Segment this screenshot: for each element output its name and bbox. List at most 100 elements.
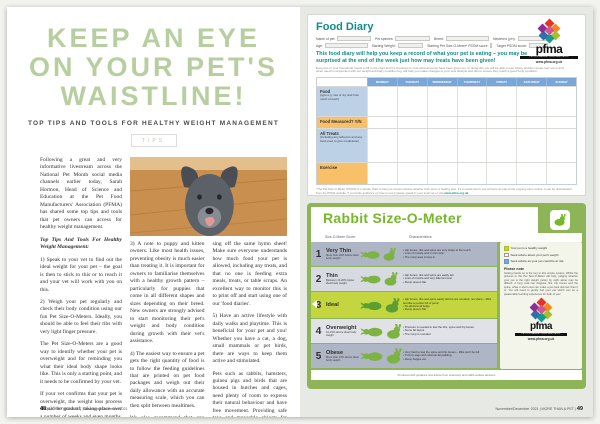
diary-cell[interactable] bbox=[396, 163, 427, 185]
breed-input[interactable] bbox=[446, 36, 489, 41]
page-number: 49 bbox=[576, 406, 583, 412]
diary-cell[interactable] bbox=[396, 87, 427, 117]
age-input[interactable] bbox=[324, 43, 368, 48]
paragraph: 2) Weigh your pet regularly and check th… bbox=[40, 298, 122, 335]
starting-weight-input[interactable] bbox=[397, 43, 424, 48]
diary-cell[interactable] bbox=[486, 163, 517, 185]
score-name: Obese bbox=[326, 349, 344, 356]
day-header: FRIDAY bbox=[486, 78, 516, 87]
magazine-spread: KEEP AN EYE ON YOUR PET'S WAISTLINE! TOP… bbox=[7, 7, 593, 417]
diary-cell[interactable] bbox=[486, 129, 517, 163]
diary-cell[interactable] bbox=[546, 163, 577, 185]
diary-cell[interactable] bbox=[456, 117, 487, 129]
diary-cell[interactable] bbox=[367, 163, 397, 185]
table-row-measured: Food Measured? Y/N bbox=[317, 116, 577, 129]
diary-cell[interactable] bbox=[546, 117, 577, 129]
left-page: KEEP AN EYE ON YOUR PET'S WAISTLINE! TOP… bbox=[7, 7, 300, 417]
legend-label: Seek advice about your pet's weight bbox=[510, 252, 559, 257]
pfma-wordmark: pfma bbox=[530, 321, 552, 332]
food-diary-intro-small: Everyone in your household needs to fill… bbox=[316, 65, 565, 74]
paragraph: The Pet Size-O-Meters are a good way to … bbox=[40, 341, 122, 385]
dog-photo bbox=[130, 157, 287, 236]
diary-cell[interactable] bbox=[426, 117, 457, 129]
pfma-url-link[interactable]: www.pfma.org.uk bbox=[444, 191, 469, 196]
tips-badge: TIPS bbox=[130, 134, 177, 148]
characteristic: Rump area is flat bbox=[403, 280, 495, 284]
pfma-logo: pfma PET FOOD MANUFACTURERS' ASSOCIATION… bbox=[520, 18, 578, 64]
diary-cell[interactable] bbox=[456, 87, 487, 117]
rabbit-sidebar: Your pet is a healthy weight Seek advice… bbox=[500, 242, 582, 369]
diary-cell[interactable] bbox=[486, 117, 517, 129]
diary-cell[interactable] bbox=[367, 87, 397, 117]
rabbit-glyphs-icon bbox=[360, 298, 403, 313]
rabbit-column-labels: Size-O-Meter Score: Characteristics: bbox=[311, 233, 582, 242]
diary-cell[interactable] bbox=[456, 129, 487, 163]
diary-cell[interactable] bbox=[456, 163, 487, 185]
legend-label: Your pet is a healthy weight bbox=[510, 246, 548, 251]
diary-cell[interactable] bbox=[396, 117, 427, 129]
field-label: Age: bbox=[316, 43, 323, 48]
pfma-url-link[interactable]: www.pfma.org.uk bbox=[535, 59, 563, 64]
pfma-pinwheel-icon bbox=[537, 18, 561, 44]
diary-cell[interactable] bbox=[516, 87, 547, 117]
diary-cell[interactable] bbox=[367, 129, 397, 163]
paragraph: 1) Speak to your vet to find out the ide… bbox=[40, 256, 122, 293]
score-row-obese: 5 Obese More than 15% above ideal body we… bbox=[311, 344, 497, 368]
article-column-2: 3) A note to puppy and kitten owners. Li… bbox=[130, 241, 205, 417]
pfma-pinwheel-icon bbox=[529, 297, 553, 323]
white-legend-swatch-icon bbox=[504, 252, 509, 257]
day-header: SATURDAY bbox=[516, 78, 546, 87]
paragraph: 4) The easiest way to ensure a pet gets … bbox=[130, 350, 205, 409]
pfma-tagline: PET FOOD MANUFACTURERS' ASSOCIATION bbox=[515, 332, 567, 336]
food-diary-footnote: *The Pet Size-O-Meter (PSOM) is a simple… bbox=[316, 187, 572, 196]
day-header: SUNDAY bbox=[546, 78, 576, 87]
diary-cell[interactable] bbox=[516, 163, 547, 185]
diary-cell[interactable] bbox=[367, 117, 397, 129]
food-diary-form: Name of pet: Pet species: Breed: Neutere… bbox=[316, 36, 577, 48]
legend-healthy: Your pet is a healthy weight bbox=[504, 246, 578, 251]
pfma-wordmark: pfma bbox=[535, 42, 563, 56]
characteristics-column-label: Characteristics: bbox=[409, 235, 433, 239]
diary-cell[interactable] bbox=[516, 129, 547, 163]
rabbit-card-footnote: Produced with guidance and advice from v… bbox=[311, 370, 582, 380]
diary-cell[interactable] bbox=[426, 163, 457, 185]
legend-label: Seek advice as your pet could be at risk bbox=[510, 259, 564, 264]
score-number: 2 bbox=[315, 273, 322, 285]
diary-cell[interactable] bbox=[486, 87, 517, 117]
target-psom-score-input[interactable] bbox=[528, 43, 548, 48]
headline-line: ON YOUR PET'S bbox=[29, 52, 278, 83]
score-sub: More than 20% below ideal body weight bbox=[326, 253, 359, 260]
characteristic: Hip bones, ribs and spine easily felt bu… bbox=[403, 297, 495, 305]
field-label: Starting Weight: bbox=[371, 43, 396, 48]
field-label: Neutered (y/n): bbox=[493, 36, 516, 41]
diary-cell[interactable] bbox=[396, 129, 427, 163]
diary-cell[interactable] bbox=[546, 129, 577, 163]
score-row-thin: 2 Thin Between 10-20% below ideal body we… bbox=[311, 267, 497, 291]
starting-psom-score-input[interactable] bbox=[490, 43, 493, 48]
article-column-3: sing off the same hymn sheet! Make sure … bbox=[213, 241, 288, 417]
please-note-body: Getting hands on is the key to this simp… bbox=[504, 271, 578, 296]
pfma-url-link[interactable]: www.pfma.org.uk bbox=[527, 336, 555, 341]
diary-cell[interactable] bbox=[546, 87, 577, 117]
diary-cell[interactable] bbox=[426, 87, 457, 117]
name-of-pet-input[interactable] bbox=[337, 36, 371, 41]
table-row-exercise: Exercise bbox=[317, 162, 577, 185]
diary-cell[interactable] bbox=[426, 129, 457, 163]
day-header: MONDAY bbox=[367, 78, 397, 87]
diary-cell[interactable] bbox=[516, 117, 547, 129]
characteristic: Some fat layers bbox=[403, 328, 495, 332]
paragraph: Pets such as rabbits, hamsters, guinea p… bbox=[212, 370, 288, 418]
score-sub: Between 10-20% below ideal body weight bbox=[326, 278, 355, 285]
score-number: 1 bbox=[315, 248, 322, 260]
blue-legend-swatch-icon bbox=[504, 259, 509, 264]
food-diary-table: MONDAY TUESDAY WEDNESDAY THURSDAY FRIDAY… bbox=[316, 77, 577, 186]
table-header-row: MONDAY TUESDAY WEDNESDAY THURSDAY FRIDAY… bbox=[317, 78, 576, 87]
pet-species-input[interactable] bbox=[395, 36, 430, 41]
article-columns-2-3: 3) A note to puppy and kitten owners. Li… bbox=[130, 157, 287, 417]
field-label: Breed: bbox=[434, 36, 444, 41]
paragraph: If your vet confirms that your pet is ov… bbox=[40, 391, 122, 417]
page-number: 48 bbox=[40, 406, 47, 412]
characteristic: Rump bulges out bbox=[403, 357, 495, 361]
score-sub: More than 15% above ideal body weight bbox=[326, 355, 359, 362]
